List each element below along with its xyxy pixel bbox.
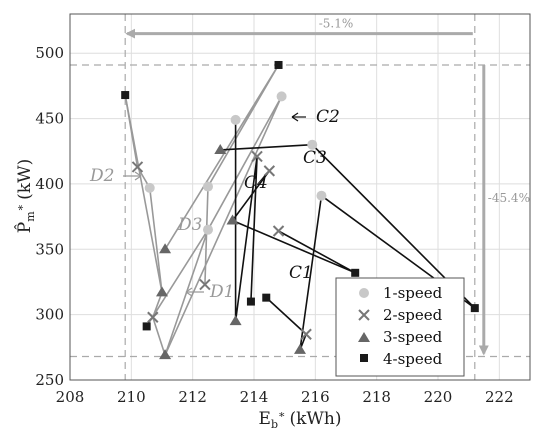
point-2speed: [263, 165, 276, 177]
x-tick-label: 210: [117, 388, 146, 406]
point-1speed: [203, 181, 213, 192]
x-reduction-label: -5.1%: [319, 17, 354, 31]
x-tick-label: 212: [178, 388, 207, 406]
y-axis-label: P̂m∗(kW): [14, 159, 37, 233]
data-points: [121, 60, 479, 360]
annotation-c1: C1: [289, 263, 313, 283]
legend-label-4speed: 4-speed: [383, 350, 443, 368]
y-tick-label: 500: [35, 44, 64, 62]
y-tick-label: 350: [35, 240, 64, 258]
x-tick-label: 214: [240, 388, 269, 406]
point-1speed: [316, 190, 327, 201]
legend-label-3speed: 3-speed: [383, 328, 443, 346]
point-1speed: [144, 182, 155, 193]
legend-label-1speed: 1-speed: [383, 284, 443, 302]
legend-box: [335, 277, 465, 377]
x-tick-label: 220: [424, 388, 453, 406]
point-2speed: [272, 225, 285, 237]
y-tick-label: 450: [35, 110, 64, 128]
annotation-c2: C2: [316, 107, 340, 127]
annotation-d2: D2: [89, 166, 114, 186]
y-tick-label: 400: [35, 175, 64, 193]
x-tick-label: 208: [56, 388, 85, 406]
group-path-c2: [231, 170, 357, 274]
x-tick-label: 222: [485, 388, 514, 406]
legend-marker-4speed: [360, 354, 368, 362]
x-axis-label: Eb∗ (kWh): [259, 408, 342, 431]
point-1speed: [307, 139, 318, 150]
point-3speed: [159, 243, 172, 254]
point-3speed: [159, 349, 172, 360]
point-1speed: [276, 91, 287, 102]
annotation-c4: C4: [244, 173, 268, 193]
y-reduction-label: -45.4%: [488, 191, 530, 205]
point-2speed: [300, 328, 312, 340]
group-path-d2: [124, 94, 163, 293]
point-3speed: [226, 214, 239, 225]
point-4speed: [351, 268, 360, 277]
axis-ticks: 208 210 212 214 216 218 220 222 250 300 350 400 450 5…: [35, 44, 513, 406]
legend-marker-3speed: [358, 332, 370, 342]
group-annotations: C1 C2 C3 C4 D1 D2 D3: [89, 107, 340, 302]
point-2speed: [251, 150, 263, 163]
point-2speed: [131, 161, 144, 173]
legend: 1-speed 2-speed 3-speed 4-speed: [335, 277, 465, 377]
point-4speed: [262, 293, 271, 302]
point-3speed: [156, 286, 168, 297]
annotation-d3: D3: [177, 215, 202, 235]
annotation-c3: C3: [303, 148, 327, 168]
reference-lines: [70, 14, 530, 380]
y-tick-label: 250: [35, 371, 64, 389]
x-tick-label: 218: [362, 388, 391, 406]
point-2speed: [199, 278, 211, 291]
y-tick-label: 300: [35, 306, 64, 324]
point-3speed: [214, 143, 227, 154]
point-4speed: [121, 91, 130, 100]
point-4speed: [142, 322, 151, 331]
legend-marker-1speed: [359, 288, 369, 298]
point-1speed: [203, 224, 213, 235]
point-4speed: [274, 60, 283, 69]
point-3speed: [294, 343, 306, 354]
group-path-d3: [164, 64, 280, 285]
point-4speed: [246, 297, 255, 306]
x-tick-label: 216: [301, 388, 330, 406]
annotation-d1: D1: [209, 282, 234, 302]
point-3speed: [229, 315, 242, 326]
point-4speed: [470, 304, 479, 313]
plot-frame: [69, 13, 531, 381]
percentage-arrows: -5.1% -45.4%: [125, 17, 530, 356]
legend-label-2speed: 2-speed: [383, 306, 443, 324]
point-1speed: [230, 114, 241, 125]
point-2speed: [147, 311, 159, 323]
legend-marker-2speed: [358, 309, 370, 321]
